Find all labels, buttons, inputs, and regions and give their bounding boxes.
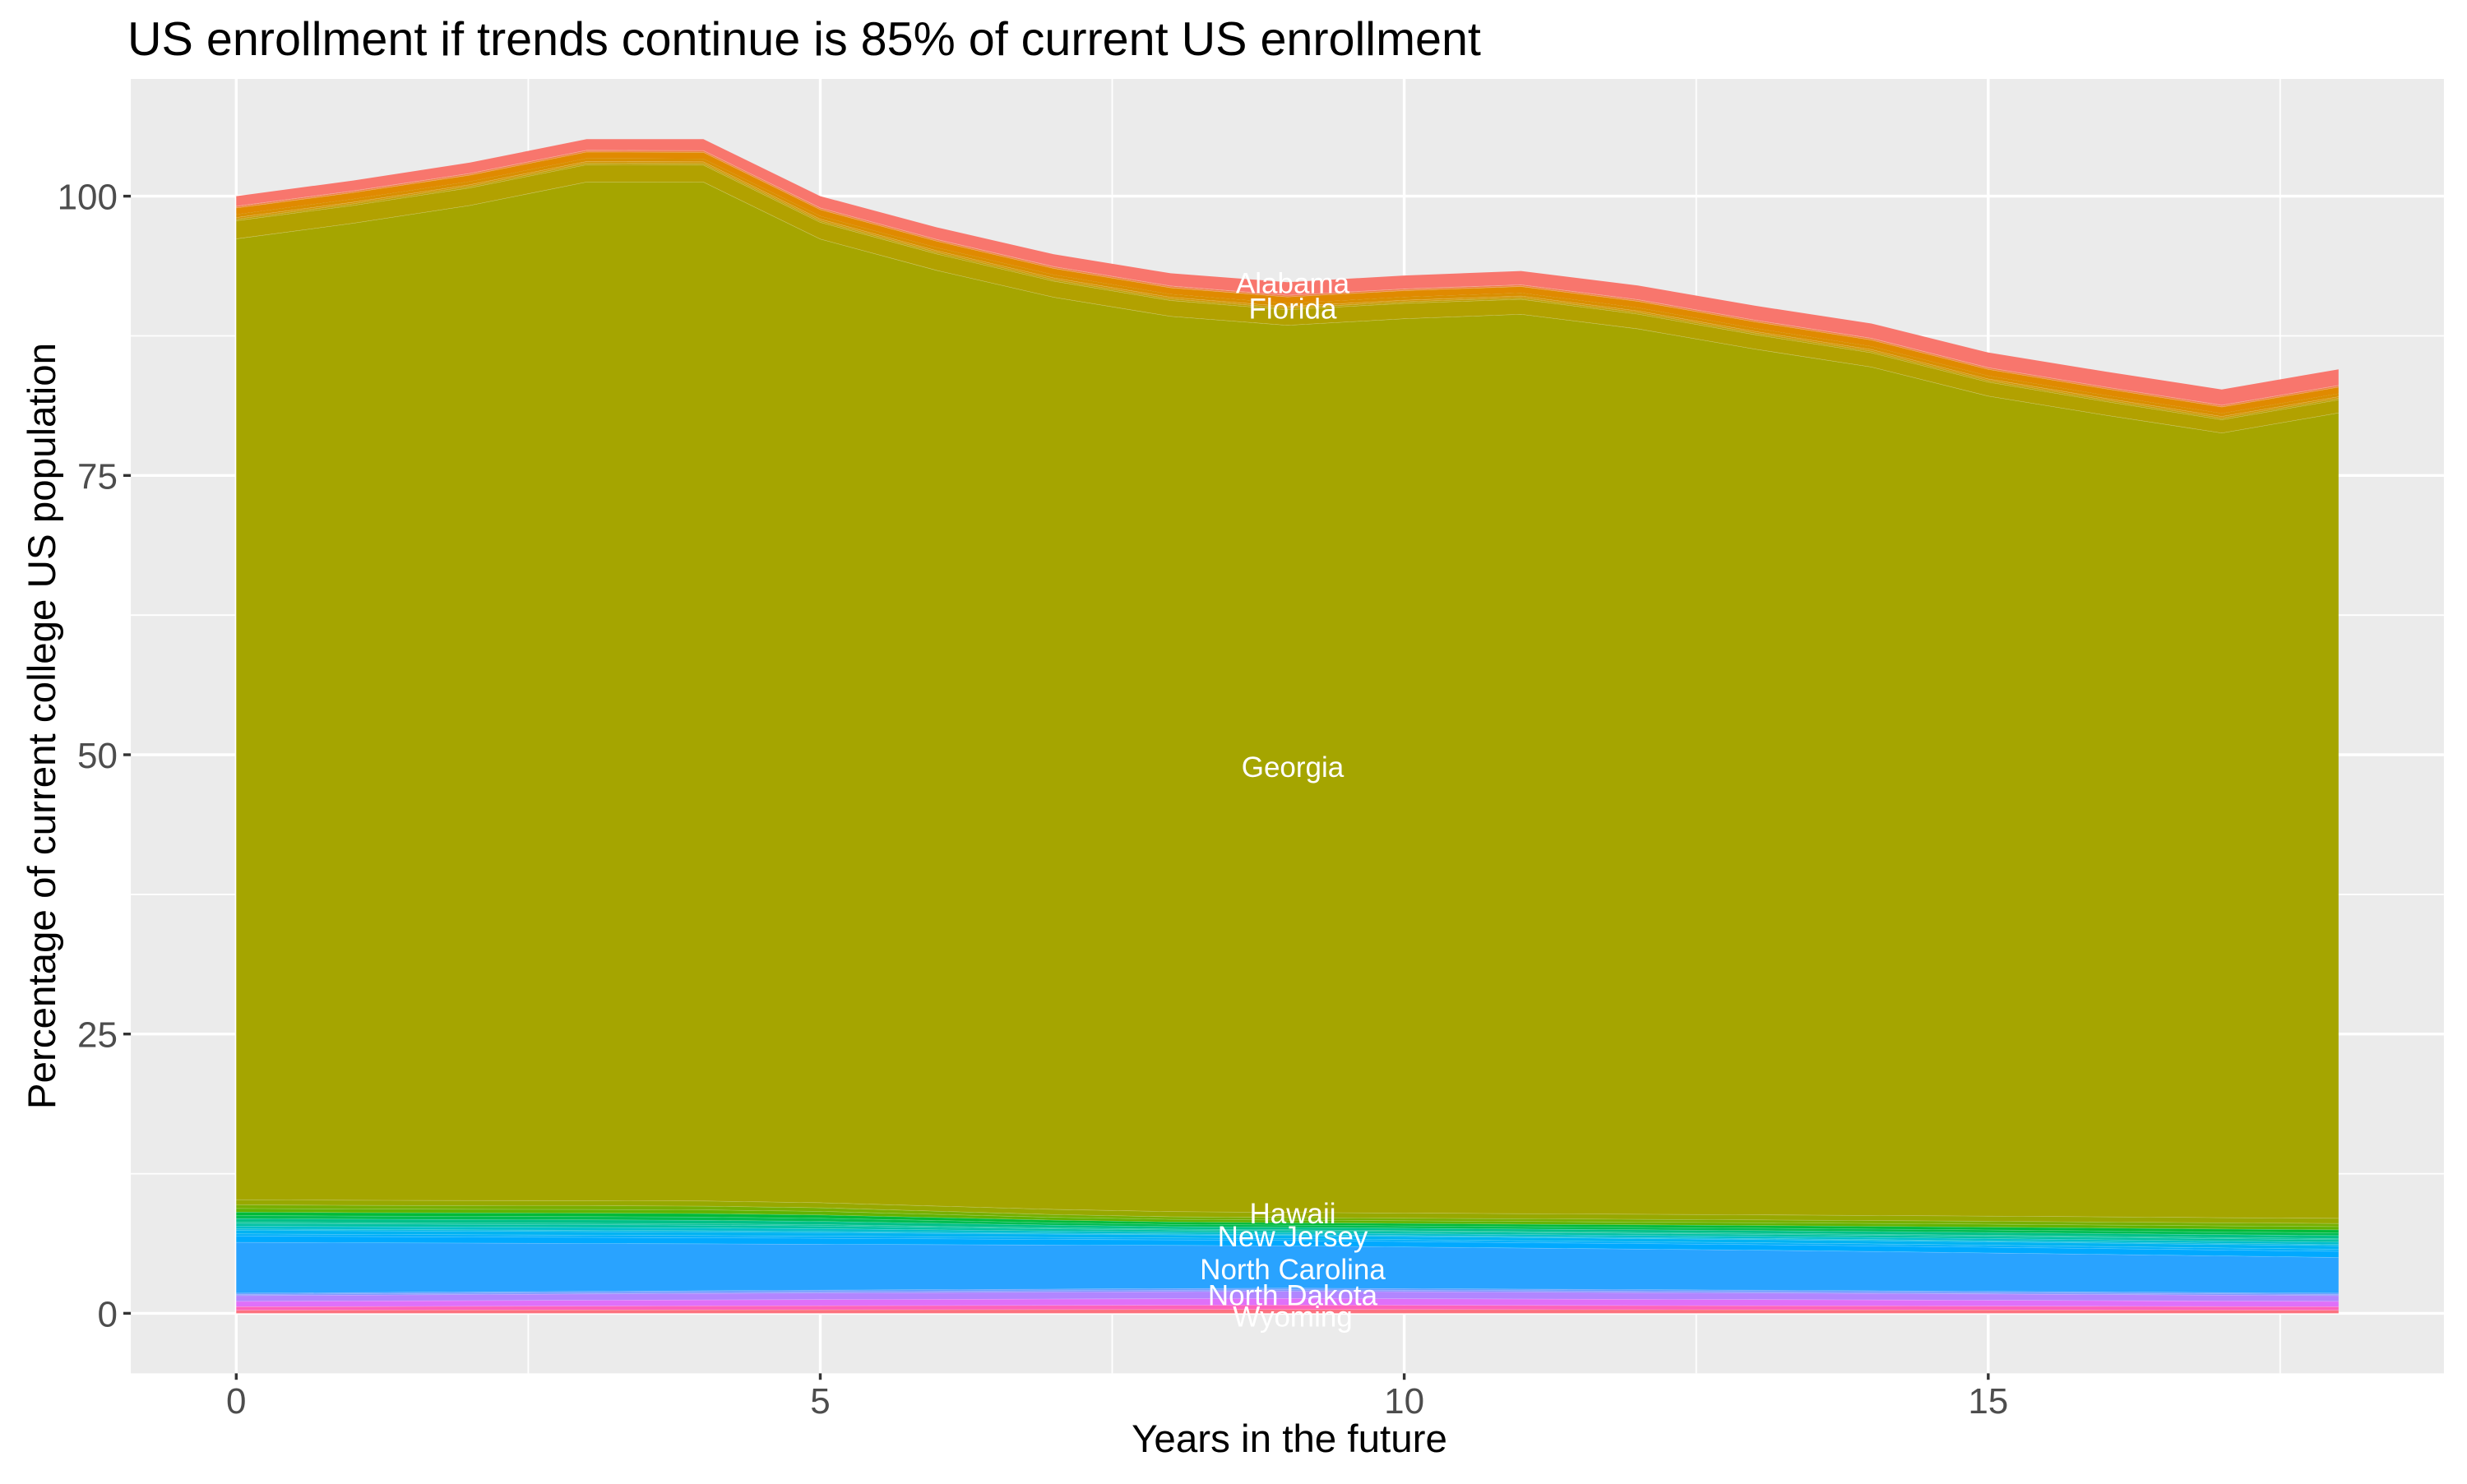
svg-text:Years in the future: Years in the future [1132, 1417, 1447, 1461]
svg-text:100: 100 [58, 178, 118, 218]
svg-text:75: 75 [77, 456, 118, 497]
svg-text:Percentage of current college: Percentage of current college US populat… [21, 343, 64, 1109]
svg-text:Hawaii: Hawaii [1249, 1198, 1335, 1230]
svg-text:Georgia: Georgia [1242, 751, 1345, 784]
svg-text:25: 25 [77, 1015, 118, 1056]
svg-text:North Dakota: North Dakota [1208, 1279, 1378, 1311]
svg-text:New Jersey: New Jersey [1218, 1221, 1368, 1253]
svg-text:0: 0 [226, 1381, 246, 1422]
svg-text:10: 10 [1384, 1381, 1424, 1422]
svg-text:US enrollment if trends contin: US enrollment if trends continue is 85% … [127, 13, 1481, 66]
svg-text:Florida: Florida [1249, 294, 1338, 326]
svg-text:5: 5 [810, 1381, 830, 1422]
svg-text:Wyoming: Wyoming [1233, 1301, 1353, 1333]
svg-text:0: 0 [98, 1294, 118, 1334]
svg-text:North Carolina: North Carolina [1200, 1254, 1386, 1286]
svg-text:50: 50 [77, 736, 118, 776]
svg-text:15: 15 [1968, 1381, 2008, 1422]
svg-text:Alabama: Alabama [1236, 268, 1350, 300]
